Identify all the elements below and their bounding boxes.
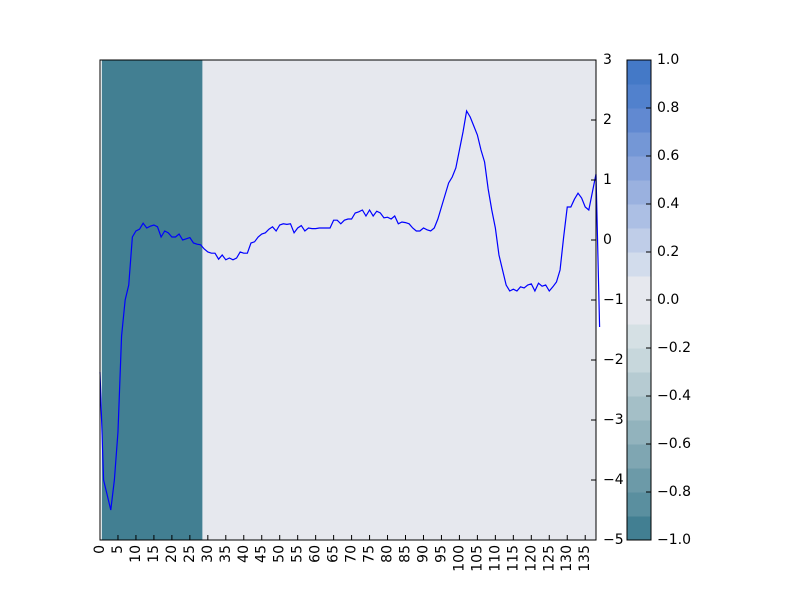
x-tick-label: 45 xyxy=(254,545,270,563)
colorbar-cell xyxy=(627,156,651,181)
colorbar-cell xyxy=(627,420,651,445)
colorbar-tick-label: −0.8 xyxy=(657,484,691,500)
x-tick-label: 35 xyxy=(218,545,234,563)
x-tick-label: 75 xyxy=(362,545,378,563)
colorbar-tick-label: 0.8 xyxy=(657,100,679,116)
colorbar-cell xyxy=(627,372,651,397)
x-tick-label: 85 xyxy=(398,545,414,563)
colorbar-cell xyxy=(627,348,651,373)
x-tick-label: 95 xyxy=(433,545,449,563)
colorbar: −1.0 −0.8 −0.6 −0.4 −0.2 0.0 0.2 0.4 0.6 0.8 1.0 xyxy=(626,52,691,548)
colorbar-cells xyxy=(627,60,651,541)
x-tick-label: 40 xyxy=(236,545,252,563)
y-tick-label: 2 xyxy=(603,112,612,128)
colorbar-tick-label: 0.4 xyxy=(657,196,679,212)
x-tick-label: 30 xyxy=(200,545,216,563)
colorbar-tick-label: −0.4 xyxy=(657,388,691,404)
x-tick-label: 25 xyxy=(182,545,198,563)
colorbar-ticks: −1.0 −0.8 −0.6 −0.4 −0.2 0.0 0.2 0.4 0.6 0.8 1.0 xyxy=(646,52,691,548)
y-tick-label: −5 xyxy=(603,532,624,548)
colorbar-cell xyxy=(627,396,651,421)
colorbar-cell xyxy=(627,492,651,517)
y-tick-label: −3 xyxy=(603,412,624,428)
colorbar-cell xyxy=(627,468,651,493)
y-tick-label: −4 xyxy=(603,472,624,488)
x-tick-label: 80 xyxy=(380,545,396,563)
background-band-0 xyxy=(101,60,203,540)
colorbar-cell xyxy=(627,132,651,157)
y-tick-label: 0 xyxy=(603,232,612,248)
x-tick-label: 15 xyxy=(146,545,162,563)
y-tick-label: 1 xyxy=(603,172,612,188)
x-axis: 0 5 10 15 20 25 30 35 40 45 50 55 60 65 70 75 80 85 90 95 10… xyxy=(92,535,593,572)
colorbar-cell xyxy=(627,444,651,469)
x-tick-label: 55 xyxy=(290,545,306,563)
colorbar-cell xyxy=(627,228,651,253)
colorbar-cell xyxy=(627,252,651,277)
y-tick-label: 3 xyxy=(603,52,612,68)
x-tick-label: 65 xyxy=(326,545,342,563)
colorbar-tick-label: 0.6 xyxy=(657,148,679,164)
x-tick-label: 90 xyxy=(415,545,431,563)
x-tick-label: 70 xyxy=(344,545,360,563)
y-tick-label: −1 xyxy=(603,292,624,308)
x-tick-label: 115 xyxy=(505,545,521,572)
colorbar-cell xyxy=(627,516,651,541)
colorbar-tick-label: 0.2 xyxy=(657,244,679,260)
x-tick-label: 10 xyxy=(128,545,144,563)
x-tick-label: 50 xyxy=(272,545,288,563)
series-line xyxy=(99,109,601,511)
colorbar-tick-label: −0.2 xyxy=(657,340,691,356)
colorbar-cell xyxy=(627,84,651,109)
colorbar-cell xyxy=(627,60,651,85)
x-tick-label: 20 xyxy=(164,545,180,563)
plot-area xyxy=(99,59,601,541)
y-axis-right: −5 −4 −3 −2 −1 0 1 2 3 xyxy=(591,52,624,548)
colorbar-cell xyxy=(627,324,651,349)
x-tick-label: 120 xyxy=(523,545,539,572)
x-tick-label: 100 xyxy=(451,545,467,572)
colorbar-tick-label: 0.0 xyxy=(657,292,679,308)
x-tick-label: 0 xyxy=(92,545,108,554)
x-tick-label: 60 xyxy=(308,545,324,563)
colorbar-cell xyxy=(627,108,651,133)
x-tick-label: 110 xyxy=(487,545,503,572)
colorbar-cell xyxy=(627,300,651,325)
background-bands xyxy=(101,60,596,540)
y-tick-label: −2 xyxy=(603,352,624,368)
background-band-1 xyxy=(202,60,596,540)
colorbar-cell xyxy=(627,204,651,229)
colorbar-tick-label: 1.0 xyxy=(657,52,679,68)
colorbar-cell xyxy=(627,276,651,301)
x-tick-label: 125 xyxy=(541,545,557,572)
colorbar-tick-label: −1.0 xyxy=(657,532,691,548)
colorbar-cell xyxy=(627,180,651,205)
x-tick-label: 130 xyxy=(559,545,575,572)
x-tick-label: 135 xyxy=(577,545,593,572)
colorbar-tick-label: −0.6 xyxy=(657,436,691,452)
x-tick-label: 5 xyxy=(110,545,126,554)
x-tick-label: 105 xyxy=(469,545,485,572)
